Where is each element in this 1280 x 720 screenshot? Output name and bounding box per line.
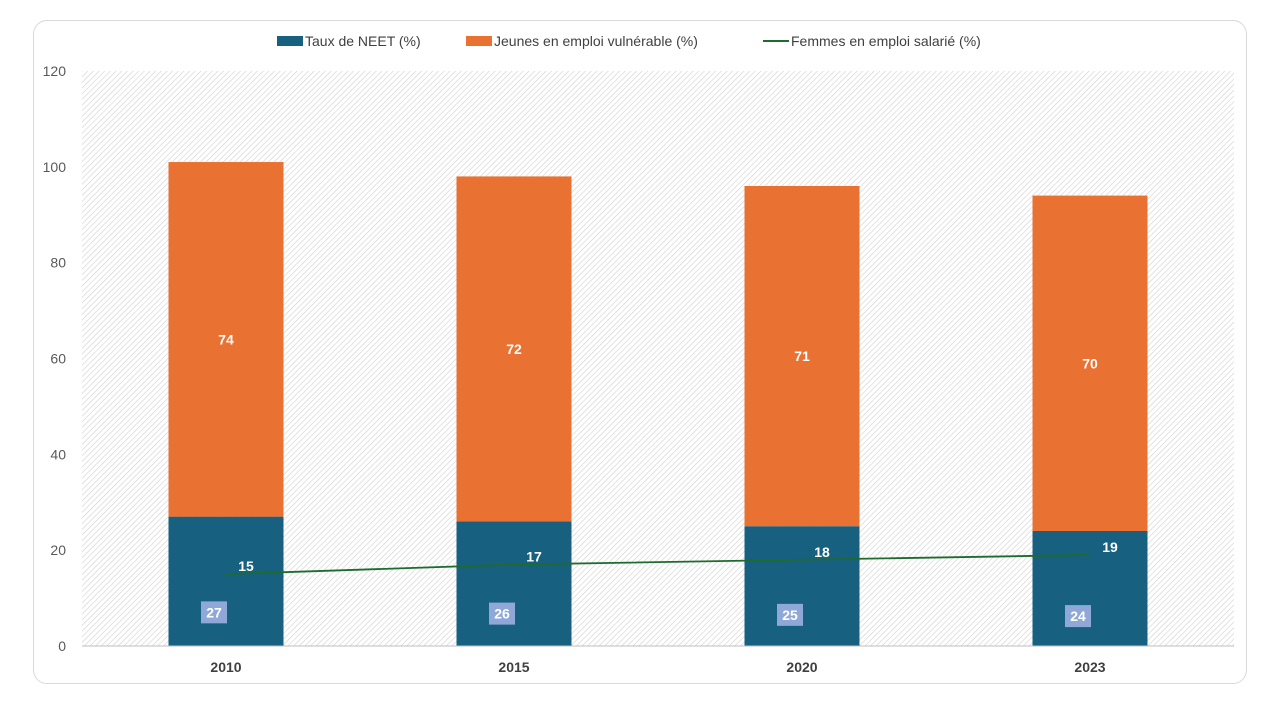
data-label-box [1065,605,1091,628]
y-tick-label: 100 [43,159,67,175]
data-label-vulnerable: 71 [794,348,810,364]
y-axis: 0 20 40 60 80 100 120 [43,63,67,654]
x-axis: 2010 2015 2020 2023 [82,645,1234,675]
bar-vulnerable [744,186,860,527]
data-label-vulnerable: 70 [1082,355,1098,371]
x-tick-label: 2010 [210,659,241,675]
bar-vulnerable [456,176,572,522]
bar-vulnerable [168,162,284,517]
data-label-box [201,601,227,624]
legend-entry: Femmes en emploi salarié (%) [791,33,981,49]
x-tick-label: 2015 [498,659,529,675]
y-tick-label: 120 [43,63,67,79]
bars: 27 74 26 72 25 71 24 70 [168,162,1148,646]
data-label-vulnerable: 72 [506,341,522,357]
data-label-femmes: 18 [814,544,830,560]
y-tick-label: 80 [50,255,66,271]
x-tick-label: 2023 [1074,659,1105,675]
data-label-femmes: 19 [1102,539,1118,555]
y-tick-label: 20 [50,542,66,558]
legend-swatch [466,36,492,46]
data-label-neet: 24 [1070,608,1086,624]
data-label-vulnerable: 74 [218,331,234,347]
line-series: 15 17 18 19 [225,539,1118,576]
bar-neet [1032,531,1148,646]
bar-vulnerable [1032,195,1148,532]
bar-neet [456,521,572,646]
data-label-femmes: 15 [238,558,254,574]
data-label-box [777,603,803,626]
y-tick-label: 60 [50,351,66,367]
legend-swatch [277,36,303,46]
legend-entry: Jeunes en emploi vulnérable (%) [494,33,698,49]
data-label-femmes: 17 [526,549,542,565]
data-label-box [489,602,515,625]
y-tick-label: 40 [50,446,66,462]
data-label-neet: 27 [206,604,222,620]
legend-entry: Taux de NEET (%) [305,33,421,49]
bar-neet [168,516,284,646]
data-label-neet: 25 [782,607,798,623]
x-tick-label: 2020 [786,659,817,675]
legend: Taux de NEET (%) Jeunes en emploi vulnéra… [277,33,981,49]
data-label-neet: 26 [494,606,510,622]
y-tick-label: 0 [58,638,66,654]
bar-neet [744,526,860,646]
line-femmes [225,554,1091,576]
